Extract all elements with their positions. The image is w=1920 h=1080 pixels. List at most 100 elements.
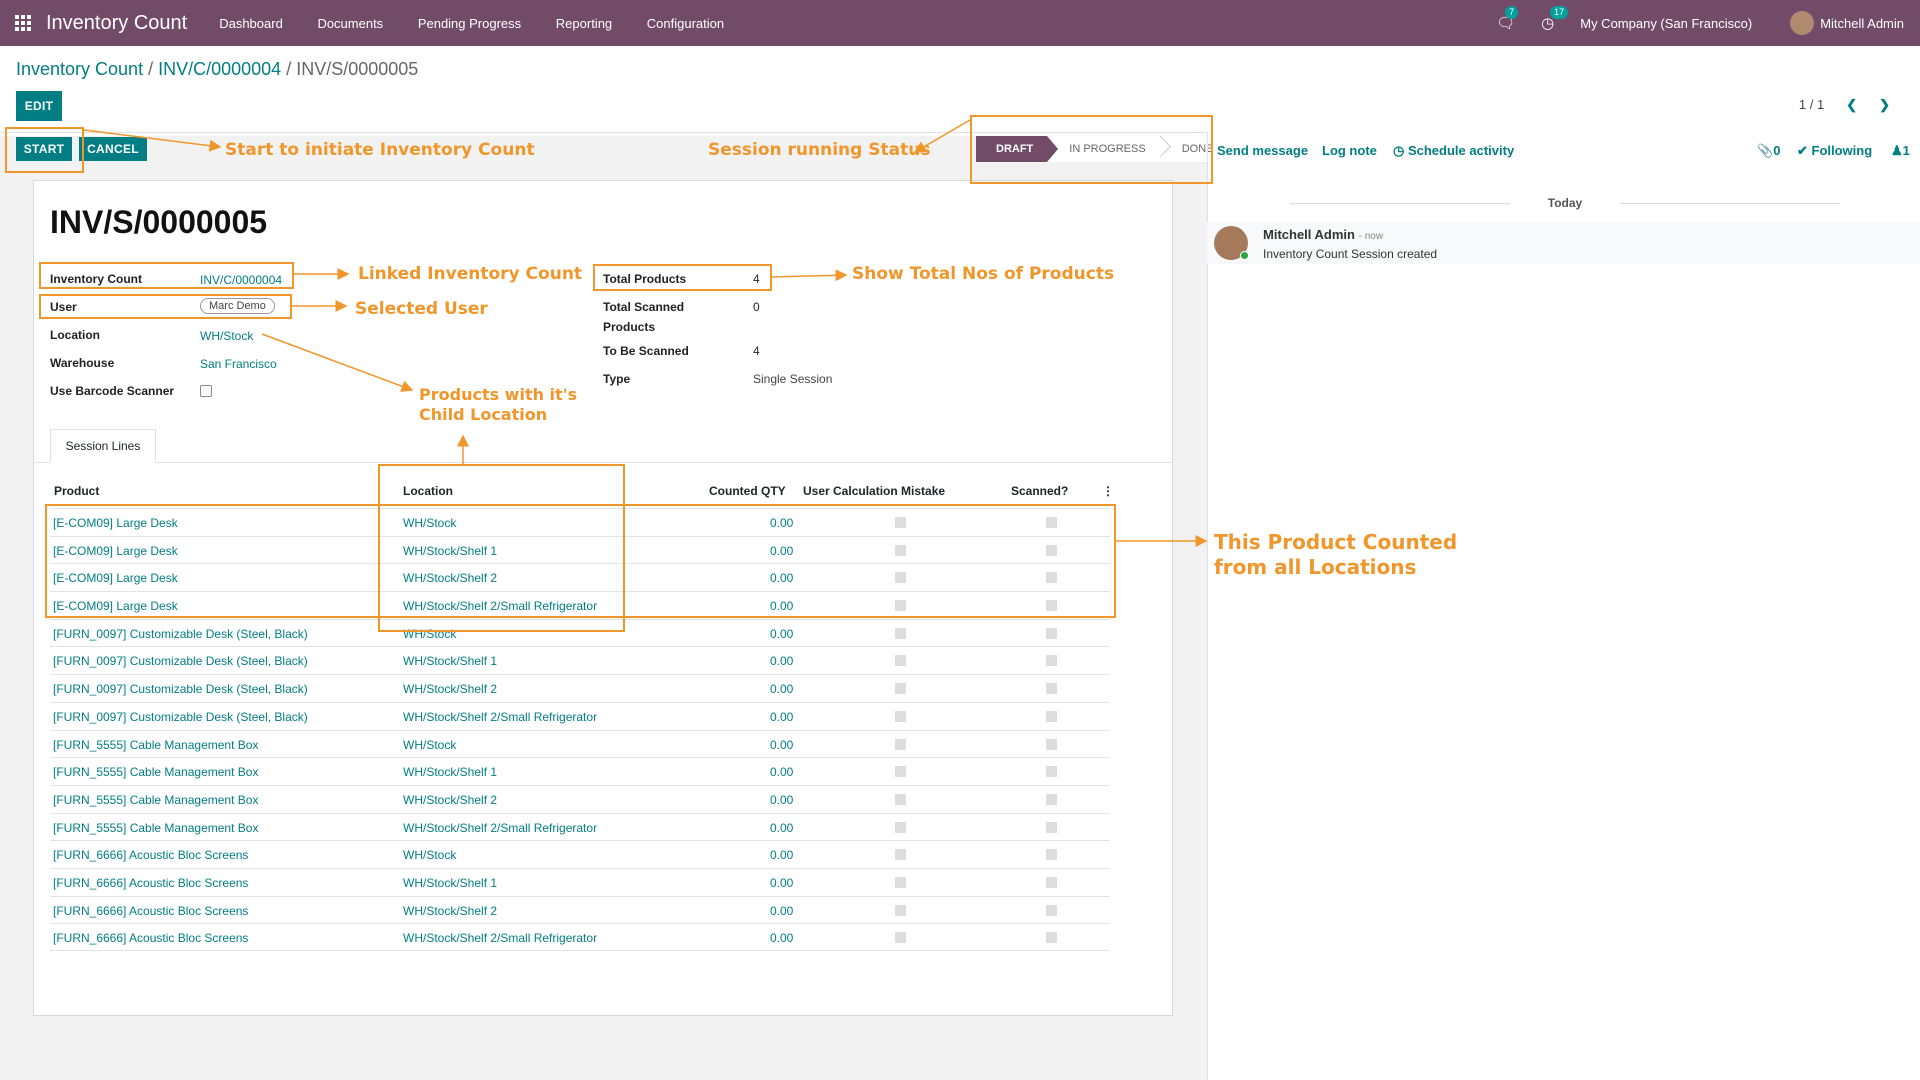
row-counted-qty[interactable]: 0.00: [770, 875, 794, 890]
row-scanned-checkbox[interactable]: [1046, 710, 1057, 722]
column-product[interactable]: Product: [54, 484, 100, 498]
row-scanned-checkbox[interactable]: [1046, 793, 1057, 805]
row-mistake-checkbox[interactable]: [895, 544, 906, 556]
row-product[interactable]: [E-COM09] Large Desk: [53, 571, 178, 586]
row-location[interactable]: WH/Stock/Shelf 2/Small Refrigerator: [403, 820, 598, 835]
user-menu[interactable]: Mitchell Admin: [1790, 11, 1904, 35]
following-button[interactable]: ✔ Following: [1797, 143, 1872, 159]
pager-value[interactable]: 1 / 1: [1798, 97, 1825, 112]
table-row[interactable]: [FURN_5555] Cable Management Box WH/Stock…: [50, 729, 1110, 758]
row-product[interactable]: [E-COM09] Large Desk: [53, 599, 178, 614]
row-product[interactable]: [FURN_6666] Acoustic Bloc Screens: [53, 848, 249, 863]
row-location[interactable]: WH/Stock/Shelf 2/Small Refrigerator: [403, 709, 598, 724]
menu-configuration[interactable]: Configuration: [646, 15, 725, 31]
table-row[interactable]: [FURN_0097] Customizable Desk (Steel, Bl…: [50, 646, 1110, 674]
row-counted-qty[interactable]: 0.00: [770, 931, 794, 946]
row-mistake-checkbox[interactable]: [895, 876, 906, 888]
row-mistake-checkbox[interactable]: [895, 683, 906, 695]
row-mistake-checkbox[interactable]: [895, 766, 906, 778]
tab-session-lines[interactable]: Session Lines: [50, 429, 156, 463]
row-location[interactable]: WH/Stock/Shelf 2/Small Refrigerator: [403, 599, 598, 614]
table-row[interactable]: [FURN_5555] Cable Management Box WH/Stock…: [50, 812, 1110, 841]
row-product[interactable]: [FURN_5555] Cable Management Box: [53, 820, 259, 835]
row-counted-qty[interactable]: 0.00: [770, 543, 794, 558]
row-mistake-checkbox[interactable]: [895, 572, 906, 584]
row-product[interactable]: [FURN_0097] Customizable Desk (Steel, Bl…: [53, 654, 308, 669]
optional-columns-icon[interactable]: ⋮: [1102, 484, 1114, 498]
message-author[interactable]: Mitchell Admin - now: [1263, 227, 1383, 242]
row-scanned-checkbox[interactable]: [1046, 572, 1057, 584]
row-counted-qty[interactable]: 0.00: [770, 848, 794, 863]
row-location[interactable]: WH/Stock: [403, 516, 457, 530]
table-row[interactable]: [FURN_5555] Cable Management Box WH/Stock…: [50, 757, 1110, 785]
row-product[interactable]: [E-COM09] Large Desk: [53, 516, 178, 530]
pager-next-icon[interactable]: ❯: [1879, 97, 1890, 112]
schedule-activity-button[interactable]: ◷ Schedule activity: [1393, 143, 1514, 159]
row-product[interactable]: [FURN_6666] Acoustic Bloc Screens: [53, 875, 249, 890]
messages-icon[interactable]: 🗨 7: [1496, 6, 1519, 32]
row-product[interactable]: [FURN_0097] Customizable Desk (Steel, Bl…: [53, 709, 308, 724]
barcode-checkbox[interactable]: [200, 385, 212, 397]
menu-dashboard[interactable]: Dashboard: [219, 15, 283, 31]
row-product[interactable]: [FURN_5555] Cable Management Box: [53, 792, 259, 807]
followers-button[interactable]: ♟1: [1891, 143, 1910, 159]
row-location[interactable]: WH/Stock/Shelf 1: [403, 543, 498, 558]
row-product[interactable]: [FURN_0097] Customizable Desk (Steel, Bl…: [53, 682, 308, 697]
breadcrumb-parent[interactable]: INV/C/0000004: [158, 59, 282, 79]
table-row[interactable]: [E-COM09] Large Desk WH/Stock 0.00: [50, 508, 1110, 536]
row-counted-qty[interactable]: 0.00: [770, 626, 794, 641]
activities-icon[interactable]: ◷ 17: [1541, 6, 1569, 32]
row-scanned-checkbox[interactable]: [1046, 766, 1057, 778]
row-scanned-checkbox[interactable]: [1046, 738, 1057, 750]
row-product[interactable]: [FURN_6666] Acoustic Bloc Screens: [53, 931, 249, 946]
row-product[interactable]: [E-COM09] Large Desk: [53, 543, 178, 558]
row-product[interactable]: [FURN_5555] Cable Management Box: [53, 737, 259, 752]
table-row[interactable]: [E-COM09] Large Desk WH/Stock/Shelf 2 0.00: [50, 563, 1110, 591]
row-counted-qty[interactable]: 0.00: [770, 654, 794, 669]
row-location[interactable]: WH/Stock/Shelf 1: [403, 765, 498, 780]
row-mistake-checkbox[interactable]: [895, 600, 906, 612]
row-scanned-checkbox[interactable]: [1046, 517, 1057, 528]
row-counted-qty[interactable]: 0.00: [770, 571, 794, 586]
row-scanned-checkbox[interactable]: [1046, 544, 1057, 556]
table-row[interactable]: [FURN_5555] Cable Management Box WH/Stock…: [50, 784, 1110, 813]
stage-done[interactable]: DONE: [1159, 136, 1228, 162]
row-product[interactable]: [FURN_5555] Cable Management Box: [53, 765, 259, 780]
column-counted-qty[interactable]: Counted QTY: [709, 484, 786, 498]
table-row[interactable]: [FURN_0097] Customizable Desk (Steel, Bl…: [50, 701, 1110, 730]
app-name[interactable]: Inventory Count: [46, 11, 188, 34]
row-mistake-checkbox[interactable]: [895, 793, 906, 805]
breadcrumb-root[interactable]: Inventory Count: [16, 59, 144, 79]
pager-prev-icon[interactable]: ❮: [1846, 97, 1858, 112]
row-counted-qty[interactable]: 0.00: [770, 903, 794, 918]
row-scanned-checkbox[interactable]: [1046, 683, 1057, 695]
table-row[interactable]: [FURN_6666] Acoustic Bloc Screens WH/Stoc…: [50, 840, 1110, 868]
row-mistake-checkbox[interactable]: [895, 849, 906, 861]
column-scanned[interactable]: Scanned?: [1011, 484, 1069, 498]
row-counted-qty[interactable]: 0.00: [770, 516, 794, 530]
row-product[interactable]: [FURN_0097] Customizable Desk (Steel, Bl…: [53, 626, 308, 641]
row-mistake-checkbox[interactable]: [895, 904, 906, 916]
user-field[interactable]: Marc Demo: [200, 298, 275, 314]
row-mistake-checkbox[interactable]: [895, 710, 906, 722]
inventory-count-field[interactable]: INV/C/0000004: [200, 273, 283, 287]
row-scanned-checkbox[interactable]: [1046, 849, 1057, 861]
table-row[interactable]: [FURN_6666] Acoustic Bloc Screens WH/Stoc…: [50, 867, 1110, 896]
row-scanned-checkbox[interactable]: [1046, 904, 1057, 916]
cancel-button[interactable]: CANCEL: [79, 137, 147, 161]
log-note-button[interactable]: Log note: [1322, 143, 1377, 158]
row-product[interactable]: [FURN_6666] Acoustic Bloc Screens: [53, 903, 249, 918]
column-mistake[interactable]: User Calculation Mistake: [803, 484, 946, 498]
row-location[interactable]: WH/Stock/Shelf 1: [403, 654, 498, 669]
row-counted-qty[interactable]: 0.00: [770, 682, 794, 697]
row-mistake-checkbox[interactable]: [895, 932, 906, 944]
row-mistake-checkbox[interactable]: [895, 517, 906, 528]
row-counted-qty[interactable]: 0.00: [770, 820, 794, 835]
table-row[interactable]: [FURN_0097] Customizable Desk (Steel, Bl…: [50, 674, 1110, 702]
row-location[interactable]: WH/Stock/Shelf 2/Small Refrigerator: [403, 931, 598, 946]
stage-draft[interactable]: DRAFT: [976, 136, 1059, 162]
menu-documents[interactable]: Documents: [317, 15, 384, 31]
apps-menu-icon[interactable]: [0, 0, 46, 46]
edit-button[interactable]: EDIT: [16, 91, 62, 121]
row-counted-qty[interactable]: 0.00: [770, 765, 794, 780]
